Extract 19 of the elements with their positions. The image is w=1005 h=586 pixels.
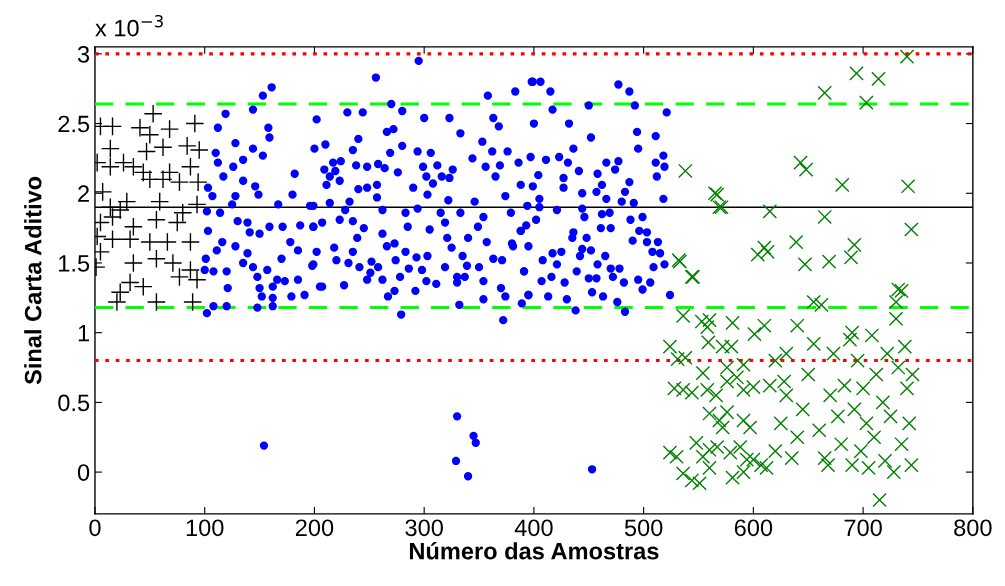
y-tick-label: 1.5 bbox=[59, 255, 90, 272]
x-tick-label: 600 bbox=[734, 519, 773, 537]
y-tick-label: 3 bbox=[77, 45, 90, 63]
y-tick-label: 2.5 bbox=[58, 115, 90, 133]
x-tick-label: 100 bbox=[186, 519, 224, 537]
x-tick-label: 200 bbox=[295, 519, 334, 537]
x-axis-title: Número das Amostras bbox=[409, 541, 659, 560]
text: x 10$^{−3}$ bbox=[95, 14, 163, 37]
y-tick-label: 0 bbox=[77, 464, 90, 481]
x-tick-label: 0 bbox=[89, 519, 101, 537]
x-tick-label: 700 bbox=[844, 519, 882, 537]
y-axis-title: Sinal Carta Aditivo bbox=[24, 176, 42, 385]
y-tick-label: 0.5 bbox=[58, 394, 90, 412]
x-tick-label: 400 bbox=[514, 519, 553, 537]
x-tick-label: 500 bbox=[624, 519, 663, 537]
y-tick-label: 1 bbox=[78, 324, 89, 342]
x-tick-label: 300 bbox=[405, 519, 443, 537]
y-tick-label: 2 bbox=[78, 185, 89, 202]
x-tick-label: 800 bbox=[954, 519, 992, 537]
